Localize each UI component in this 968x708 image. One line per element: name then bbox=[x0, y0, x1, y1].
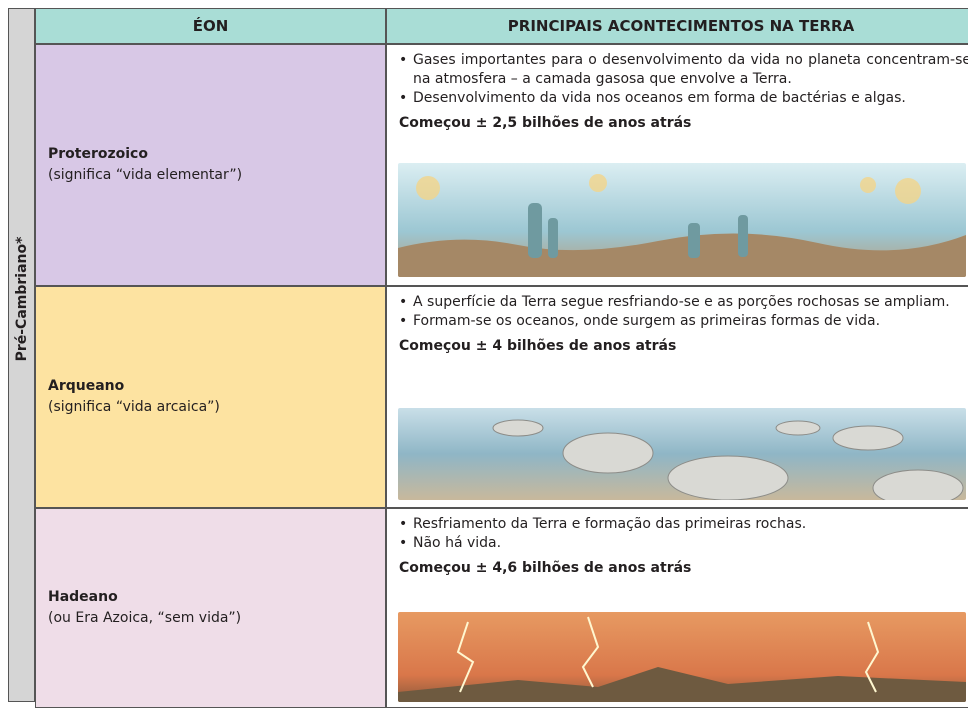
header-cell: ÉON bbox=[35, 8, 386, 44]
side-label: Pré-Cambriano* bbox=[13, 236, 30, 362]
bullet: Formam-se os oceanos, onde surgem as pri… bbox=[399, 312, 968, 331]
illustration bbox=[398, 163, 966, 277]
began: Começou ± 4,6 bilhões de anos atrás bbox=[399, 560, 692, 576]
eon-name: Hadeano bbox=[48, 589, 118, 605]
began: Começou ± 2,5 bilhões de anos atrás bbox=[399, 115, 692, 131]
header-cell: PRINCIPAIS ACONTECIMENTOS NA TERRA bbox=[386, 8, 968, 44]
bullet: Gases importantes para o desenvolvimento… bbox=[399, 51, 968, 89]
header: PRINCIPAIS ACONTECIMENTOS NA TERRA bbox=[507, 17, 855, 35]
events-cell: A superfície da Terra segue resfriando-s… bbox=[386, 286, 968, 508]
eon-cell: Arqueano (significa “vida arcaica”) bbox=[35, 286, 386, 508]
eon-name: Arqueano bbox=[48, 378, 125, 394]
eon-name: Proterozoico bbox=[48, 146, 148, 162]
eon-cell: Hadeano (ou Era Azoica, “sem vida”) bbox=[35, 508, 386, 708]
events-cell: Resfriamento da Terra e formação das pri… bbox=[386, 508, 968, 708]
illustration bbox=[398, 408, 966, 500]
bullet: A superfície da Terra segue resfriando-s… bbox=[399, 293, 968, 312]
events-cell: Gases importantes para o desenvolvimento… bbox=[386, 44, 968, 286]
header: ÉON bbox=[192, 17, 229, 35]
bullet: Desenvolvimento da vida nos oceanos em f… bbox=[399, 89, 968, 108]
eon-meaning: (significa “vida elementar”) bbox=[48, 167, 243, 183]
eon-cell: Proterozoico (significa “vida elementar”… bbox=[35, 44, 386, 286]
eon-meaning: (ou Era Azoica, “sem vida”) bbox=[48, 610, 242, 626]
side-cell: Pré-Cambriano* bbox=[8, 8, 35, 702]
bullet: Resfriamento da Terra e formação das pri… bbox=[399, 515, 968, 534]
bullet: Não há vida. bbox=[399, 534, 968, 553]
illustration bbox=[398, 612, 966, 702]
began: Começou ± 4 bilhões de anos atrás bbox=[399, 338, 677, 354]
eon-meaning: (significa “vida arcaica”) bbox=[48, 399, 220, 415]
